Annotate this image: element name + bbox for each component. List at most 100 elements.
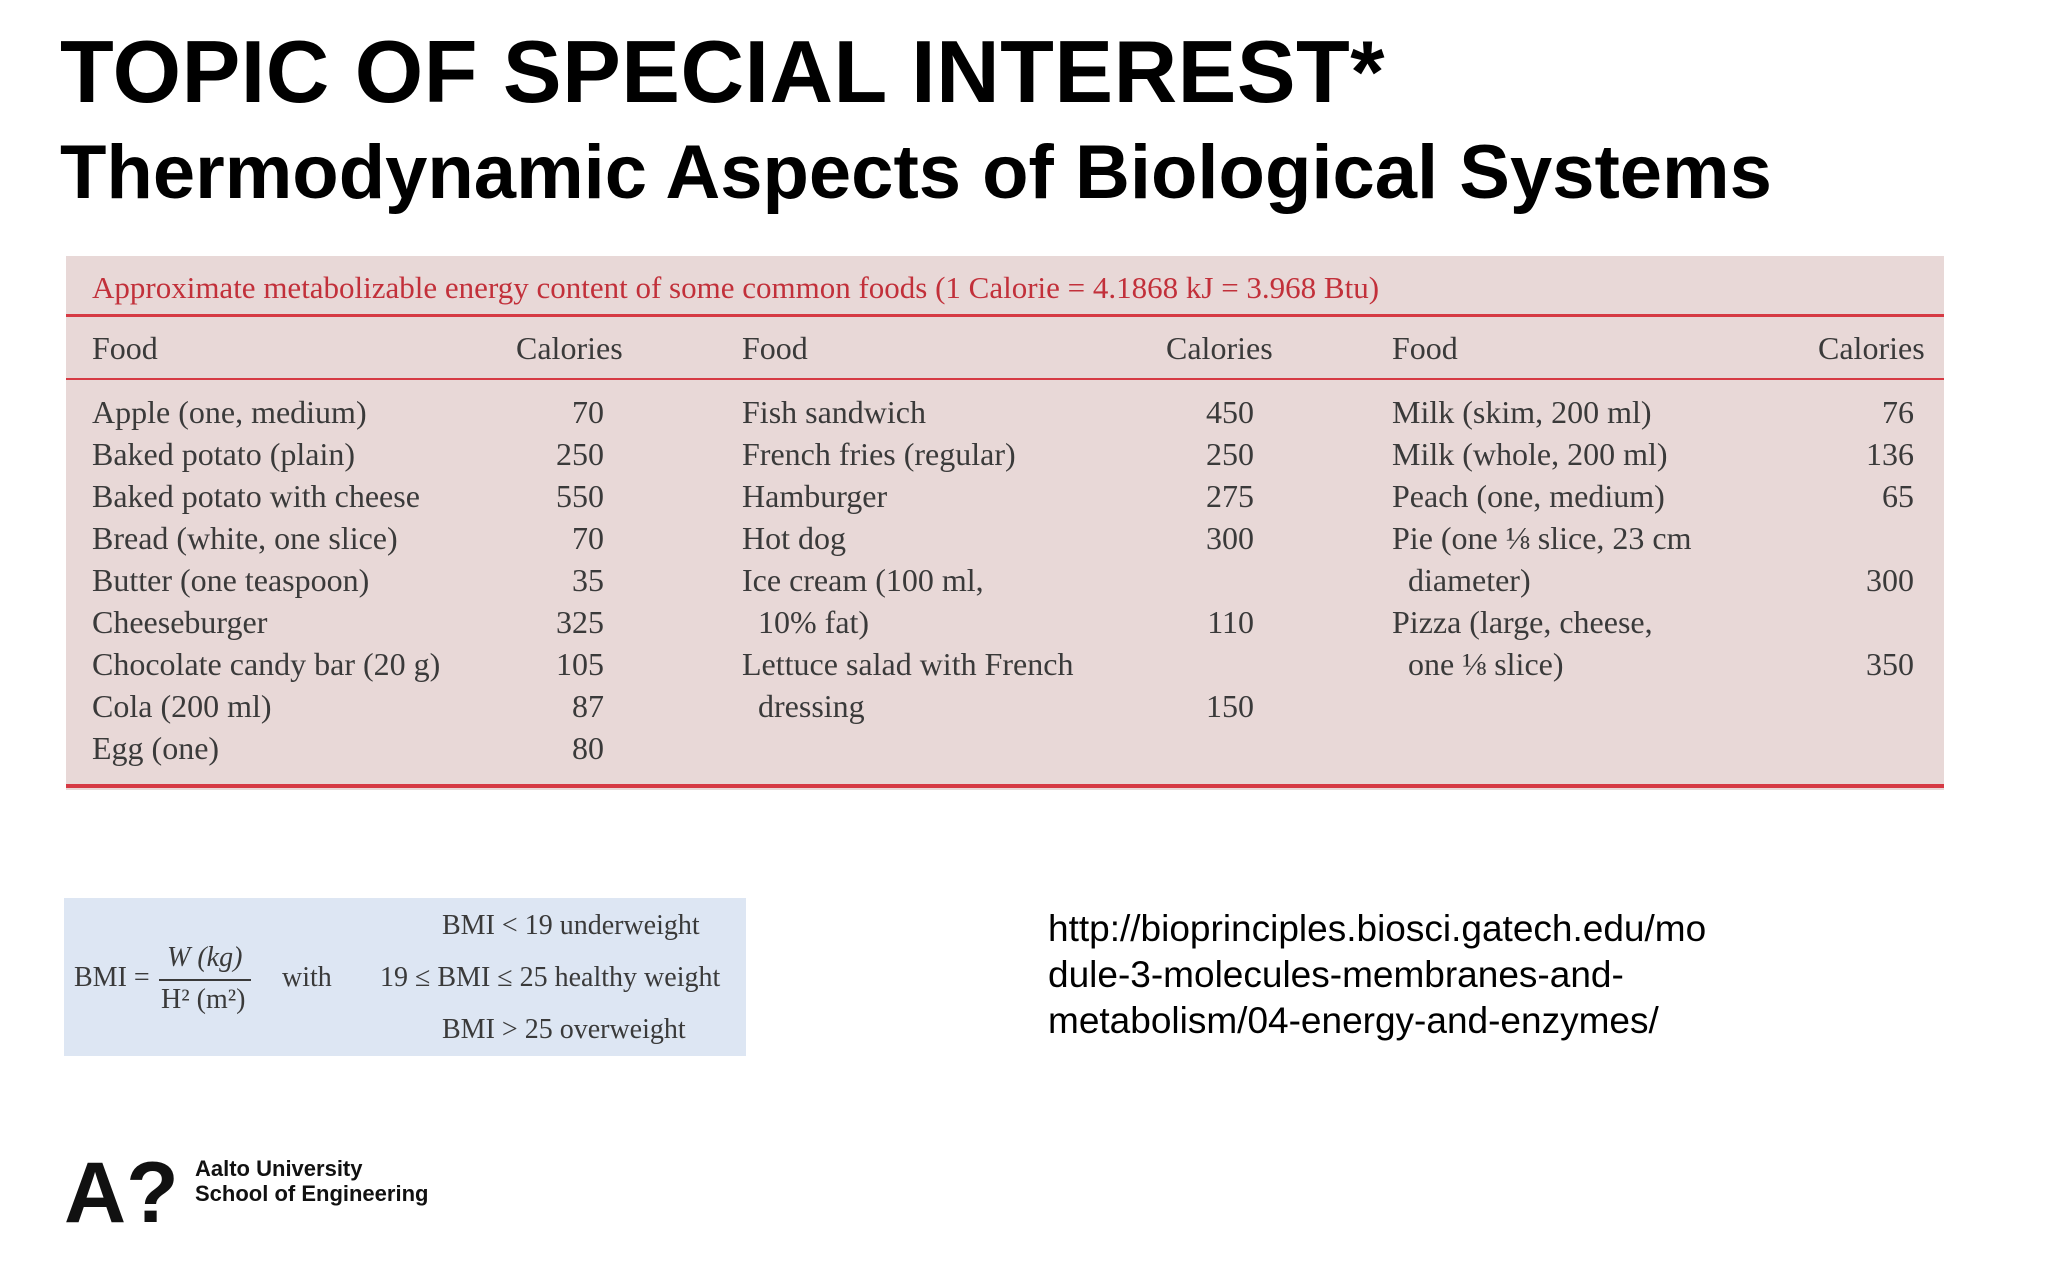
- table-row: Cheeseburger 325: [92, 604, 682, 646]
- calorie-value: 80: [572, 730, 604, 766]
- table-row: Bread (white, one slice) 70: [92, 520, 682, 562]
- table-row: Cola (200 ml) 87: [92, 688, 682, 730]
- calorie-value: 87: [572, 688, 604, 724]
- calorie-value: 76: [1882, 394, 1914, 430]
- bmi-overweight: BMI > 25 overweight: [442, 1014, 686, 1045]
- bmi-underweight: BMI < 19 underweight: [442, 910, 700, 941]
- table-row: Hot dog 300: [742, 520, 1332, 562]
- food-name: Hamburger: [742, 478, 888, 514]
- url-line-1: http://bioprinciples.biosci.gatech.edu/m…: [1048, 908, 1707, 949]
- food-name: Apple (one, medium): [92, 394, 367, 430]
- source-url: http://bioprinciples.biosci.gatech.edu/m…: [1048, 906, 1706, 1044]
- food-name: 10% fat): [742, 604, 870, 640]
- university-name: Aalto University: [195, 1156, 363, 1181]
- table-row: Milk (skim, 200 ml) 76: [1392, 394, 1982, 436]
- food-name: Butter (one teaspoon): [92, 562, 370, 598]
- calorie-value: 250: [556, 436, 604, 472]
- table-row: Apple (one, medium) 70: [92, 394, 682, 436]
- table-row: Hamburger 275: [742, 478, 1332, 520]
- table-row: Baked potato (plain) 250: [92, 436, 682, 478]
- table-row: dressing 150: [742, 688, 1332, 730]
- table-row: Peach (one, medium) 65: [1392, 478, 1982, 520]
- header-rule: [66, 378, 1944, 380]
- calorie-value: 65: [1882, 478, 1914, 514]
- bmi-denominator: H² (m²): [161, 984, 246, 1015]
- bmi-formula: BMI = W (kg) H² (m²) with BMI < 19 under…: [64, 898, 746, 1056]
- calorie-value: 105: [556, 646, 604, 682]
- slide-title: TOPIC OF SPECIAL INTEREST*: [60, 22, 1386, 121]
- bmi-lhs: BMI =: [74, 962, 150, 993]
- bmi-healthy: 19 ≤ BMI ≤ 25 healthy weight: [380, 962, 721, 993]
- food-name: dressing: [742, 688, 865, 724]
- food-name: Pie (one ⅛ slice, 23 cm: [1392, 520, 1692, 556]
- table-row: Milk (whole, 200 ml) 136: [1392, 436, 1982, 478]
- table-row: Fish sandwich 450: [742, 394, 1332, 436]
- table-top-rule: [66, 314, 1944, 317]
- food-name: Cola (200 ml): [92, 688, 272, 724]
- school-name: School of Engineering: [195, 1181, 429, 1206]
- food-name: diameter): [1392, 562, 1531, 598]
- table-row: diameter) 300: [1392, 562, 1982, 604]
- food-name: Pizza (large, cheese,: [1392, 604, 1653, 640]
- logo-text: Aalto University School of Engineering: [195, 1156, 428, 1206]
- calorie-value: 275: [1206, 478, 1254, 514]
- aalto-logo: A?: [64, 1152, 176, 1228]
- food-name: Baked potato with cheese: [92, 478, 420, 514]
- food-column-3: Milk (skim, 200 ml) 76 Milk (whole, 200 ml…: [1392, 394, 1982, 688]
- food-name: Fish sandwich: [742, 394, 926, 430]
- table-row: one ⅛ slice) 350: [1392, 646, 1982, 688]
- table-row: Egg (one) 80: [92, 730, 682, 772]
- table-row: Pizza (large, cheese,: [1392, 604, 1982, 646]
- food-name: one ⅛ slice): [1392, 646, 1564, 682]
- calorie-value: 325: [556, 604, 604, 640]
- table-row: Butter (one teaspoon) 35: [92, 562, 682, 604]
- food-name: Lettuce salad with French: [742, 646, 1074, 682]
- calorie-value: 136: [1866, 436, 1914, 472]
- calorie-value: 550: [556, 478, 604, 514]
- table-row: Chocolate candy bar (20 g) 105: [92, 646, 682, 688]
- calorie-value: 70: [572, 394, 604, 430]
- header-food-1: Food: [92, 330, 158, 366]
- slide-subtitle: Thermodynamic Aspects of Biological Syst…: [60, 130, 1772, 215]
- table-row: Lettuce salad with French: [742, 646, 1332, 688]
- calorie-value: 110: [1207, 604, 1254, 640]
- calorie-value: 300: [1866, 562, 1914, 598]
- calorie-value: 70: [572, 520, 604, 556]
- table-row: Ice cream (100 ml,: [742, 562, 1332, 604]
- food-name: Bread (white, one slice): [92, 520, 398, 556]
- url-line-2: dule-3-molecules-membranes-and-: [1048, 954, 1624, 995]
- calorie-value: 350: [1866, 646, 1914, 682]
- food-name: Ice cream (100 ml,: [742, 562, 984, 598]
- table-bottom-rule: [66, 784, 1944, 788]
- bmi-with: with: [282, 962, 332, 993]
- food-name: Milk (whole, 200 ml): [1392, 436, 1668, 472]
- table-row: Baked potato with cheese 550: [92, 478, 682, 520]
- header-food-3: Food: [1392, 330, 1458, 366]
- food-name: Milk (skim, 200 ml): [1392, 394, 1652, 430]
- url-line-3: metabolism/04-energy-and-enzymes/: [1048, 1000, 1659, 1041]
- fraction-bar: [159, 979, 251, 981]
- table-caption: Approximate metabolizable energy content…: [92, 270, 1380, 305]
- food-column-1: Apple (one, medium) 70 Baked potato (plain…: [92, 394, 682, 772]
- header-food-2: Food: [742, 330, 808, 366]
- food-name: French fries (regular): [742, 436, 1016, 472]
- logo-mark: A?: [64, 1152, 176, 1228]
- food-column-2: Fish sandwich 450 French fries (regular) 25…: [742, 394, 1332, 730]
- food-energy-table: Approximate metabolizable energy content…: [66, 256, 1944, 790]
- food-name: Peach (one, medium): [1392, 478, 1665, 514]
- table-row: French fries (regular) 250: [742, 436, 1332, 478]
- table-row: 10% fat) 110: [742, 604, 1332, 646]
- table-row: Pie (one ⅛ slice, 23 cm: [1392, 520, 1982, 562]
- header-calories-2: Calories: [1166, 330, 1273, 366]
- calorie-value: 300: [1206, 520, 1254, 556]
- header-calories-3: Calories: [1818, 330, 1925, 366]
- calorie-value: 250: [1206, 436, 1254, 472]
- calorie-value: 35: [572, 562, 604, 598]
- food-name: Chocolate candy bar (20 g): [92, 646, 441, 682]
- food-name: Egg (one): [92, 730, 220, 766]
- calorie-value: 450: [1206, 394, 1254, 430]
- food-name: Cheeseburger: [92, 604, 268, 640]
- header-calories-1: Calories: [516, 330, 623, 366]
- calorie-value: 150: [1206, 688, 1254, 724]
- food-name: Baked potato (plain): [92, 436, 356, 472]
